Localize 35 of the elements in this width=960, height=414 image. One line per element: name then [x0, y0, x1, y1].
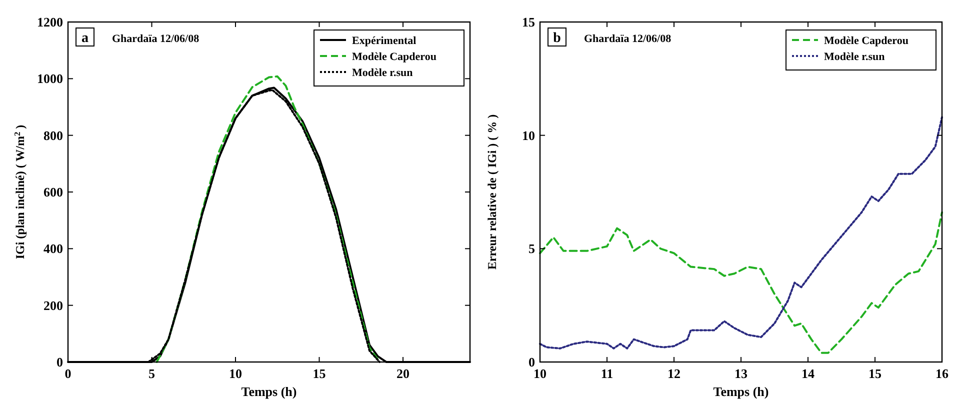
y-tick-label: 5	[528, 241, 536, 256]
y-axis-title: Erreur relative de ( IGi ) ( % )	[485, 114, 499, 270]
x-tick-label: 12	[668, 366, 680, 381]
y-tick-label: 400	[44, 241, 63, 256]
y-tick-label: 600	[44, 184, 63, 200]
legend-label: Expérimental	[352, 35, 416, 47]
annotation: b	[553, 31, 562, 46]
x-tick-label: 15	[868, 366, 882, 381]
x-axis-title: Temps (h)	[713, 384, 769, 399]
x-tick-label: 16	[936, 366, 949, 381]
annotation: a	[82, 31, 88, 46]
x-tick-label: 11	[600, 366, 614, 381]
line-series	[539, 211, 943, 354]
x-tick-label: 5	[148, 366, 156, 381]
y-tick-label: 1000	[37, 71, 63, 86]
x-axis-title: Temps (h)	[241, 384, 297, 399]
legend-label: Modèle r.sun	[352, 67, 413, 79]
y-tick-label: 1200	[37, 14, 63, 30]
x-tick-label: 15	[312, 366, 326, 381]
y-tick-label: 10	[522, 128, 535, 143]
x-tick-label: 10	[229, 366, 242, 381]
x-tick-label: 14	[802, 366, 815, 381]
legend-label: Modèle Capderou	[352, 51, 436, 63]
x-tick-label: 13	[734, 366, 748, 381]
y-tick-label: 0	[56, 354, 63, 370]
legend-label: Modèle r.sun	[824, 51, 885, 63]
legend-label: Modèle Capderou	[824, 35, 908, 47]
y-tick-label: 800	[44, 128, 63, 143]
x-tick-label: 20	[396, 366, 410, 381]
annotation: Ghardaïa 12/06/08	[112, 33, 200, 45]
line-series	[539, 116, 943, 350]
y-tick-label: 15	[522, 14, 536, 30]
annotation: Ghardaïa 12/06/08	[584, 33, 672, 45]
y-tick-label: 200	[44, 298, 63, 313]
y-tick-label: 0	[528, 354, 535, 370]
